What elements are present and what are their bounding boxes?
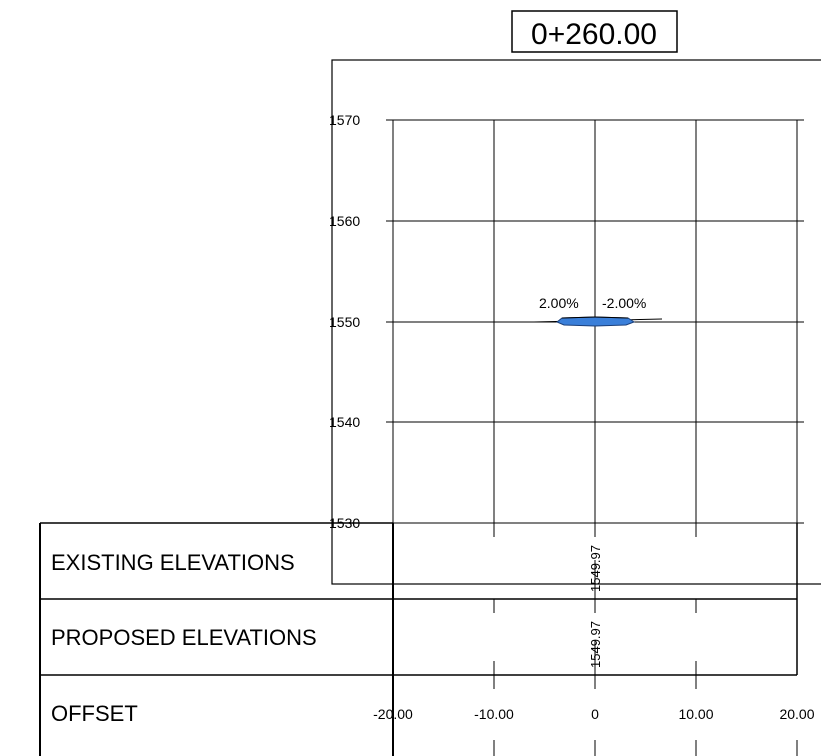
y-tick-label: 1550	[329, 314, 360, 330]
proposed-elevation-value: 1549.97	[588, 621, 603, 668]
y-tick-label: 1570	[329, 112, 360, 128]
road-crown-right	[594, 316, 629, 319]
offset-label: OFFSET	[51, 701, 138, 726]
offset-tick-label: 20.00	[779, 706, 814, 722]
plot-frame	[331, 59, 821, 585]
offset-tick-label: -20.00	[373, 706, 413, 722]
offset-tick-label: -10.00	[474, 706, 514, 722]
offset-tick-label: 0	[591, 706, 599, 722]
existing-elevations-label: EXISTING ELEVATIONS	[51, 550, 295, 575]
slope-label-left: 2.00%	[539, 295, 579, 311]
station-label: 0+260.00	[531, 18, 657, 51]
proposed-elevations-label: PROPOSED ELEVATIONS	[51, 625, 317, 650]
y-tick-label: 1540	[329, 414, 360, 430]
road-surface-fill	[556, 316, 636, 327]
elevation-table	[39, 522, 798, 756]
existing-elevation-value: 1549.97	[588, 545, 603, 592]
slope-label-right: -2.00%	[602, 295, 646, 311]
road-section	[533, 316, 663, 327]
road-crown-left	[561, 316, 596, 319]
offset-tick-label: 10.00	[678, 706, 713, 722]
station-box	[511, 10, 678, 53]
y-tick-label: 1560	[329, 213, 360, 229]
